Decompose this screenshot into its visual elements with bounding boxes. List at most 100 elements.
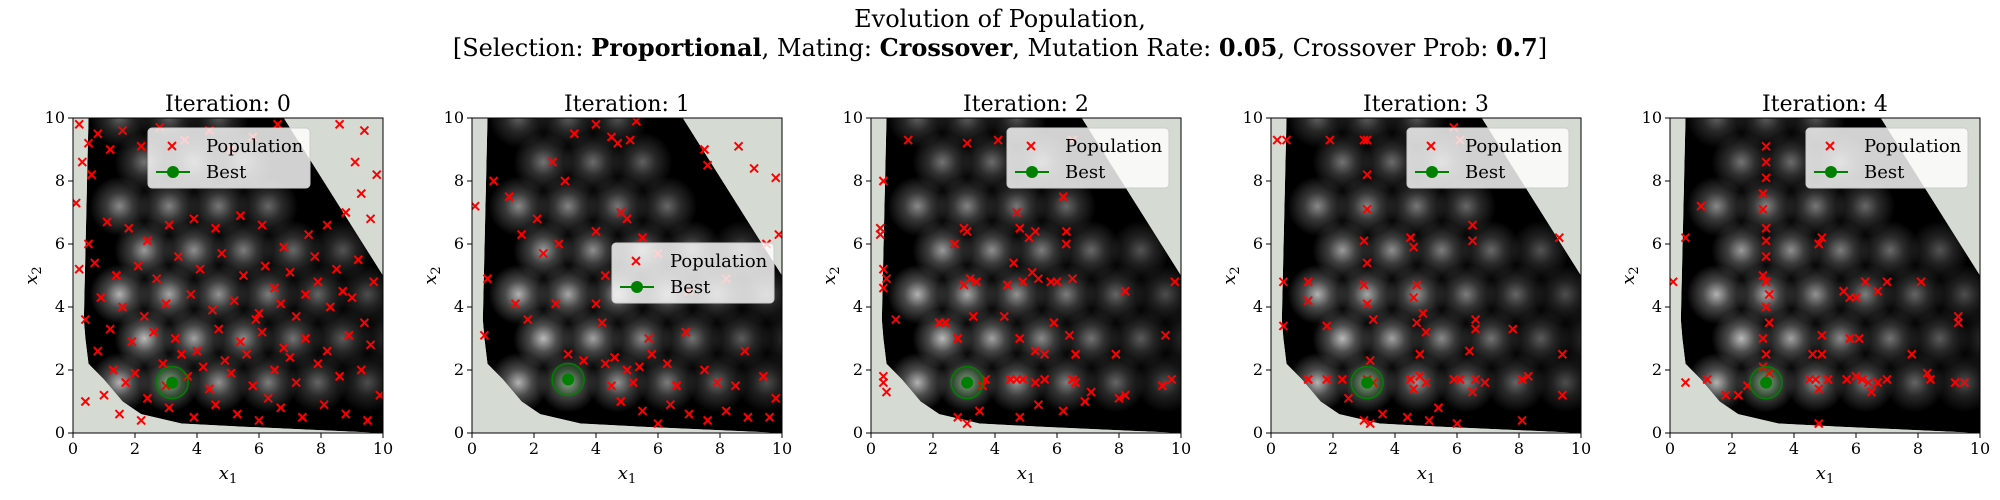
- x-tick-label: 8: [1114, 439, 1124, 458]
- x-tick-label: 4: [1789, 439, 1799, 458]
- population-point: [878, 377, 889, 388]
- x-tick-label: 4: [990, 439, 1000, 458]
- population-point: [1922, 368, 1933, 378]
- population-point: [1761, 277, 1771, 287]
- population-point: [359, 318, 370, 328]
- population-point: [662, 358, 673, 369]
- population-point: [1517, 415, 1527, 426]
- landscape-peak: [1785, 176, 1846, 237]
- landscape-peak: [538, 118, 599, 148]
- y-axis-label: x2: [21, 266, 45, 284]
- population-point: [1807, 349, 1818, 359]
- population-point: [1061, 239, 1072, 249]
- legend-best-marker: [1026, 166, 1038, 178]
- landscape-peak: [1510, 308, 1571, 369]
- landscape-peak: [1337, 176, 1398, 237]
- landscape-peak: [1436, 264, 1497, 325]
- population-point: [1764, 289, 1774, 300]
- y-tick-label: 4: [55, 297, 65, 316]
- landscape-peak: [1287, 264, 1348, 325]
- population-point: [1402, 412, 1413, 422]
- landscape-peak: [612, 308, 673, 369]
- population-point: [1817, 232, 1827, 243]
- legend-population-label: Population: [206, 136, 304, 157]
- landscape-peak: [1686, 176, 1747, 237]
- population-point: [712, 377, 722, 388]
- population-point: [83, 138, 94, 148]
- population-point: [86, 169, 97, 180]
- population-point: [771, 393, 781, 404]
- legend-best-marker: [1426, 166, 1438, 178]
- population-point: [1170, 277, 1180, 287]
- population-point: [279, 242, 289, 252]
- x-tick-label: 8: [715, 439, 725, 458]
- population-point: [1281, 135, 1292, 145]
- landscape-peak: [488, 264, 549, 325]
- landscape-peak: [1760, 220, 1821, 281]
- population-point: [1557, 349, 1568, 359]
- landscape-peak: [89, 176, 150, 237]
- legend: Population Best: [1406, 127, 1570, 189]
- y-tick-label: 8: [1253, 171, 1263, 190]
- best-point: [1760, 376, 1773, 389]
- population-point: [625, 135, 635, 145]
- population-point: [971, 277, 982, 287]
- population-point: [77, 157, 88, 167]
- population-point: [702, 415, 713, 426]
- population-point: [733, 141, 744, 152]
- population-point: [628, 377, 638, 388]
- landscape-peak: [1287, 118, 1348, 148]
- population-point: [1433, 403, 1444, 413]
- population-point: [1696, 201, 1706, 211]
- landscape-peak: [513, 132, 574, 193]
- x-tick-label: 6: [653, 439, 663, 458]
- x-tick-label: 4: [1390, 439, 1400, 458]
- population-point: [232, 409, 243, 419]
- population-point: [1070, 349, 1081, 359]
- population-point: [1733, 390, 1743, 400]
- landscape-peak: [887, 118, 948, 148]
- population-point: [1863, 377, 1874, 388]
- population-point: [1950, 377, 1960, 388]
- legend-best-marker: [631, 281, 643, 293]
- axes-frame: [1270, 117, 1582, 434]
- legend-best-label: Best: [1465, 162, 1506, 183]
- landscape-peak: [562, 220, 623, 281]
- y-tick-label: 2: [853, 360, 863, 379]
- x-tick-label: 10: [1970, 439, 1990, 458]
- legend-best-label: Best: [1065, 162, 1106, 183]
- population-point: [1866, 387, 1877, 397]
- legend-population-marker: [631, 256, 641, 266]
- population-point: [365, 340, 376, 350]
- population-point: [1362, 204, 1372, 215]
- population-point: [1120, 286, 1130, 296]
- population-point: [616, 396, 626, 407]
- mating-value: Crossover: [880, 33, 1013, 62]
- population-point: [1033, 399, 1044, 410]
- landscape-peak: [1810, 308, 1871, 369]
- population-point: [176, 349, 187, 359]
- population-point: [999, 311, 1010, 322]
- y-tick-label: 4: [1652, 297, 1662, 316]
- population-series: [73, 119, 383, 426]
- population-point: [99, 390, 109, 400]
- population-point: [1086, 387, 1096, 397]
- population-point: [1322, 321, 1332, 331]
- population-point: [80, 396, 91, 407]
- population-point: [1758, 204, 1768, 215]
- population-point: [151, 273, 162, 284]
- population-point: [210, 399, 221, 410]
- landscape-peak: [1436, 352, 1497, 413]
- population-point: [1959, 377, 1970, 388]
- landscape-peak: [1760, 308, 1821, 369]
- population-point: [1365, 355, 1375, 366]
- population-point: [1925, 374, 1936, 385]
- y-tick-label: 10: [1243, 108, 1263, 127]
- infeasible-corner: [682, 118, 782, 276]
- infeasible-corner: [283, 118, 383, 276]
- population-point: [372, 169, 382, 180]
- population-point: [547, 157, 558, 167]
- population-point: [1408, 242, 1419, 252]
- population-point: [953, 333, 963, 344]
- population-point: [1058, 192, 1068, 202]
